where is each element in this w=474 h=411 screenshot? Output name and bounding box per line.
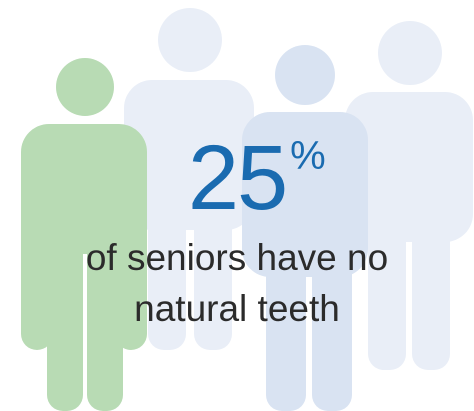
stat-caption: of seniors have no natural teeth [85,237,389,329]
stat-unit: % [290,134,326,178]
statistic-value: 25 % [187,127,326,229]
statistic: 25 % [0,128,474,228]
person-icon-3 [242,45,368,411]
person-icon-4 [345,21,473,370]
person-icon-2 [124,8,254,350]
person-icon-1 [21,58,147,411]
stat-number: 25 [187,127,288,229]
